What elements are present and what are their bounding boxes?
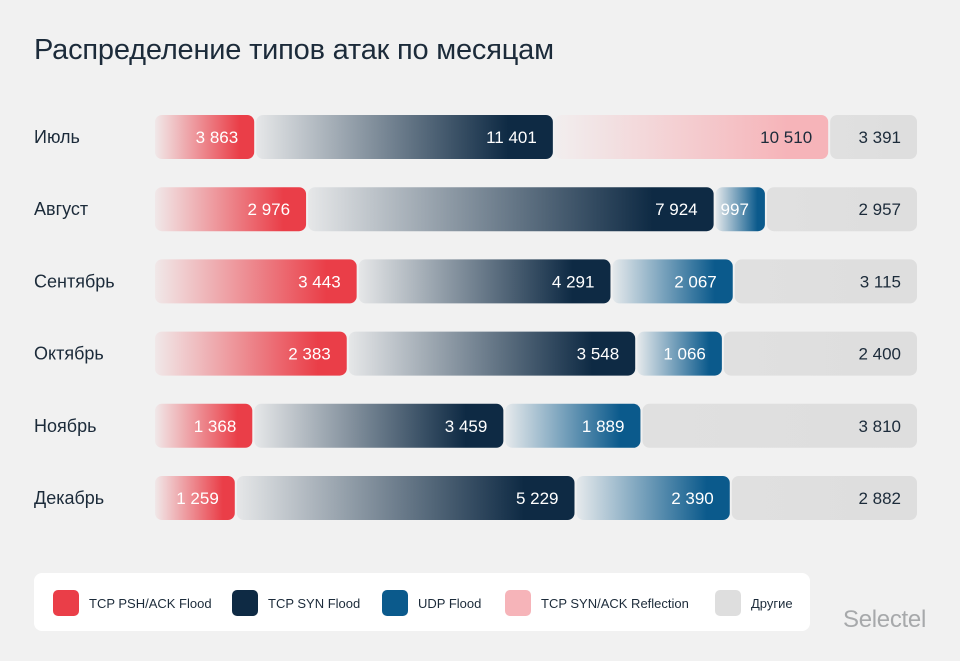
bar-psh-ack (155, 259, 357, 304)
legend-item-syn: TCP SYN Flood (232, 590, 360, 616)
bar-psh-ack (155, 403, 253, 448)
bar-udp (637, 331, 722, 376)
bar-other (734, 259, 917, 304)
bar-syn (254, 403, 504, 448)
legend-item-udp: UDP Flood (382, 590, 481, 616)
data-label-syn: 3 459 (445, 417, 488, 436)
category-label: Август (34, 199, 88, 219)
legend-swatch-psh-ack (53, 590, 79, 616)
bar-other (766, 187, 917, 232)
legend-swatch-syn (232, 590, 258, 616)
category-label: Сентябрь (34, 271, 115, 291)
data-label-syn: 4 291 (552, 272, 595, 291)
data-label-psh-ack: 2 976 (248, 200, 291, 219)
data-label-other: 3 115 (860, 272, 901, 291)
bar-syn (348, 331, 636, 376)
bar-syn (358, 259, 611, 304)
bar-udp (715, 187, 765, 232)
bar-psh-ack (155, 476, 235, 520)
bar-udp (505, 403, 641, 448)
legend-swatch-other (715, 590, 741, 616)
legend-swatch-syn-ack (505, 590, 531, 616)
data-label-syn-ack: 10 510 (760, 128, 812, 147)
data-label-psh-ack: 1 259 (176, 489, 219, 508)
legend-label-syn-ack: TCP SYN/ACK Reflection (541, 595, 689, 611)
data-label-psh-ack: 1 368 (194, 417, 237, 436)
chart-legend: TCP PSH/ACK Flood TCP SYN Flood UDP Floo… (34, 573, 810, 631)
data-label-syn: 11 401 (486, 128, 537, 147)
bar-psh-ack (155, 187, 307, 232)
data-label-udp: 1 889 (582, 417, 625, 436)
data-label-udp: 2 390 (671, 489, 714, 508)
data-label-other: 3 391 (858, 128, 901, 147)
legend-label-udp: UDP Flood (418, 595, 482, 611)
data-label-other: 3 810 (858, 417, 901, 436)
bar-other (731, 476, 917, 520)
selectel-logo: Selectel (843, 606, 926, 633)
legend-item-psh-ack: TCP PSH/ACK Flood (53, 590, 212, 616)
bar-syn (308, 187, 714, 232)
data-label-udp: 2 067 (674, 272, 717, 291)
bar-syn (236, 476, 575, 520)
bar-syn (256, 115, 553, 159)
legend-item-other: Другие (715, 590, 793, 616)
data-label-syn: 7 924 (655, 200, 698, 219)
stacked-bar-chart: Июль 3 863 11 401 10 510 3 391 Август 2 976 7 9… (34, 115, 917, 520)
bar-other (830, 115, 917, 159)
bar-other (723, 331, 917, 376)
bar-udp (576, 476, 730, 520)
data-label-other: 2 400 (858, 345, 901, 364)
legend-swatch-udp (382, 590, 408, 616)
legend-label-other: Другие (751, 595, 793, 611)
data-label-psh-ack: 3 863 (196, 128, 239, 147)
bar-other (642, 403, 917, 448)
legend-item-syn-ack: TCP SYN/ACK Reflection (505, 590, 689, 616)
data-label-udp: 997 (721, 200, 749, 219)
data-label-psh-ack: 3 443 (298, 272, 341, 291)
legend-label-syn: TCP SYN Flood (268, 595, 361, 611)
data-label-udp: 1 066 (663, 345, 706, 364)
category-label: Октябрь (34, 344, 104, 364)
legend-label-psh-ack: TCP PSH/ACK Flood (89, 595, 212, 611)
category-label: Ноябрь (34, 416, 96, 436)
data-label-syn: 3 548 (577, 345, 620, 364)
data-label-psh-ack: 2 383 (288, 345, 331, 364)
bar-psh-ack (155, 331, 347, 376)
category-label: Июль (34, 127, 80, 147)
data-label-other: 2 882 (858, 489, 901, 508)
bar-udp (612, 259, 733, 304)
bar-syn-ack (554, 115, 829, 159)
bar-psh-ack (155, 115, 255, 159)
category-label: Декабрь (34, 488, 104, 508)
data-label-other: 2 957 (858, 200, 901, 219)
chart-title: Распределение типов атак по месяцам (34, 34, 554, 66)
data-label-syn: 5 229 (516, 489, 559, 508)
